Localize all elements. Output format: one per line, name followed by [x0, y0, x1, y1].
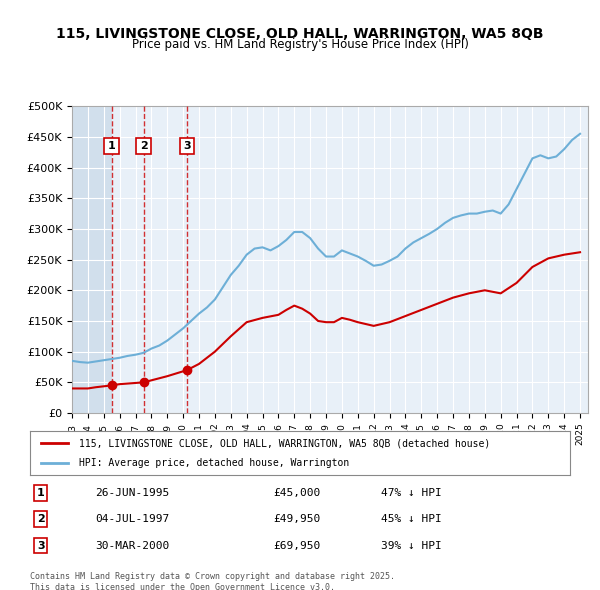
Text: £69,950: £69,950 — [273, 540, 320, 550]
Text: 30-MAR-2000: 30-MAR-2000 — [95, 540, 169, 550]
Text: 26-JUN-1995: 26-JUN-1995 — [95, 488, 169, 498]
Bar — [72, 106, 112, 413]
Text: 1: 1 — [107, 141, 115, 151]
Text: 2: 2 — [37, 514, 44, 524]
Text: £49,950: £49,950 — [273, 514, 320, 524]
Text: 115, LIVINGSTONE CLOSE, OLD HALL, WARRINGTON, WA5 8QB (detached house): 115, LIVINGSTONE CLOSE, OLD HALL, WARRIN… — [79, 439, 490, 449]
Text: 3: 3 — [37, 540, 44, 550]
Text: 3: 3 — [183, 141, 191, 151]
Text: 45% ↓ HPI: 45% ↓ HPI — [381, 514, 442, 524]
Text: 2: 2 — [140, 141, 148, 151]
Text: £45,000: £45,000 — [273, 488, 320, 498]
Text: 1: 1 — [37, 488, 44, 498]
Text: 04-JUL-1997: 04-JUL-1997 — [95, 514, 169, 524]
Text: 115, LIVINGSTONE CLOSE, OLD HALL, WARRINGTON, WA5 8QB: 115, LIVINGSTONE CLOSE, OLD HALL, WARRIN… — [56, 27, 544, 41]
Text: Price paid vs. HM Land Registry's House Price Index (HPI): Price paid vs. HM Land Registry's House … — [131, 38, 469, 51]
Text: HPI: Average price, detached house, Warrington: HPI: Average price, detached house, Warr… — [79, 458, 349, 467]
Text: Contains HM Land Registry data © Crown copyright and database right 2025.
This d: Contains HM Land Registry data © Crown c… — [30, 572, 395, 590]
Text: 47% ↓ HPI: 47% ↓ HPI — [381, 488, 442, 498]
Text: 39% ↓ HPI: 39% ↓ HPI — [381, 540, 442, 550]
